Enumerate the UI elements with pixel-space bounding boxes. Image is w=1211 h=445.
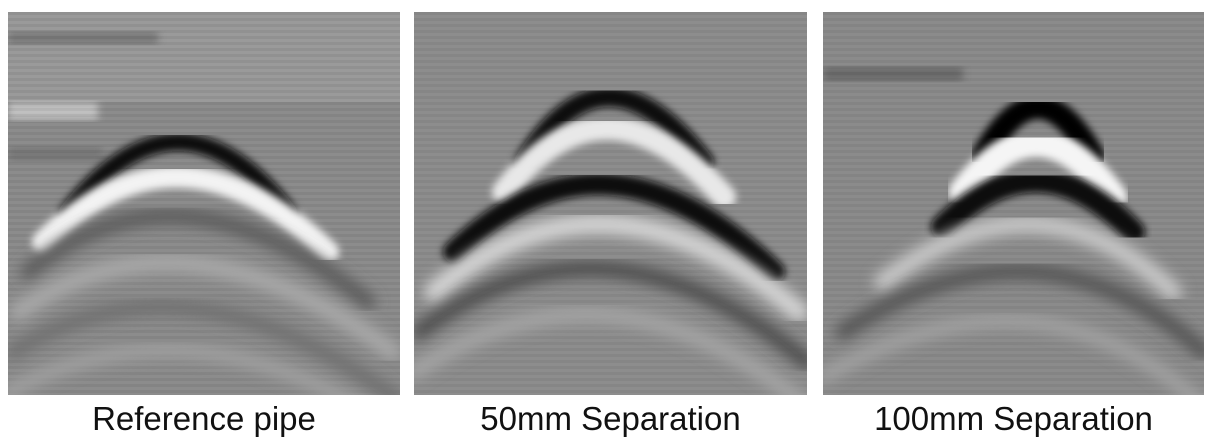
radargram-50mm-separation <box>414 12 807 395</box>
caption-50mm-separation: 50mm Separation <box>480 400 741 437</box>
radargram-100mm-separation <box>823 12 1204 395</box>
caption-100mm-separation: 100mm Separation <box>874 400 1153 437</box>
caption-reference-pipe: Reference pipe <box>92 400 316 437</box>
radargram-reference-pipe <box>8 12 400 395</box>
